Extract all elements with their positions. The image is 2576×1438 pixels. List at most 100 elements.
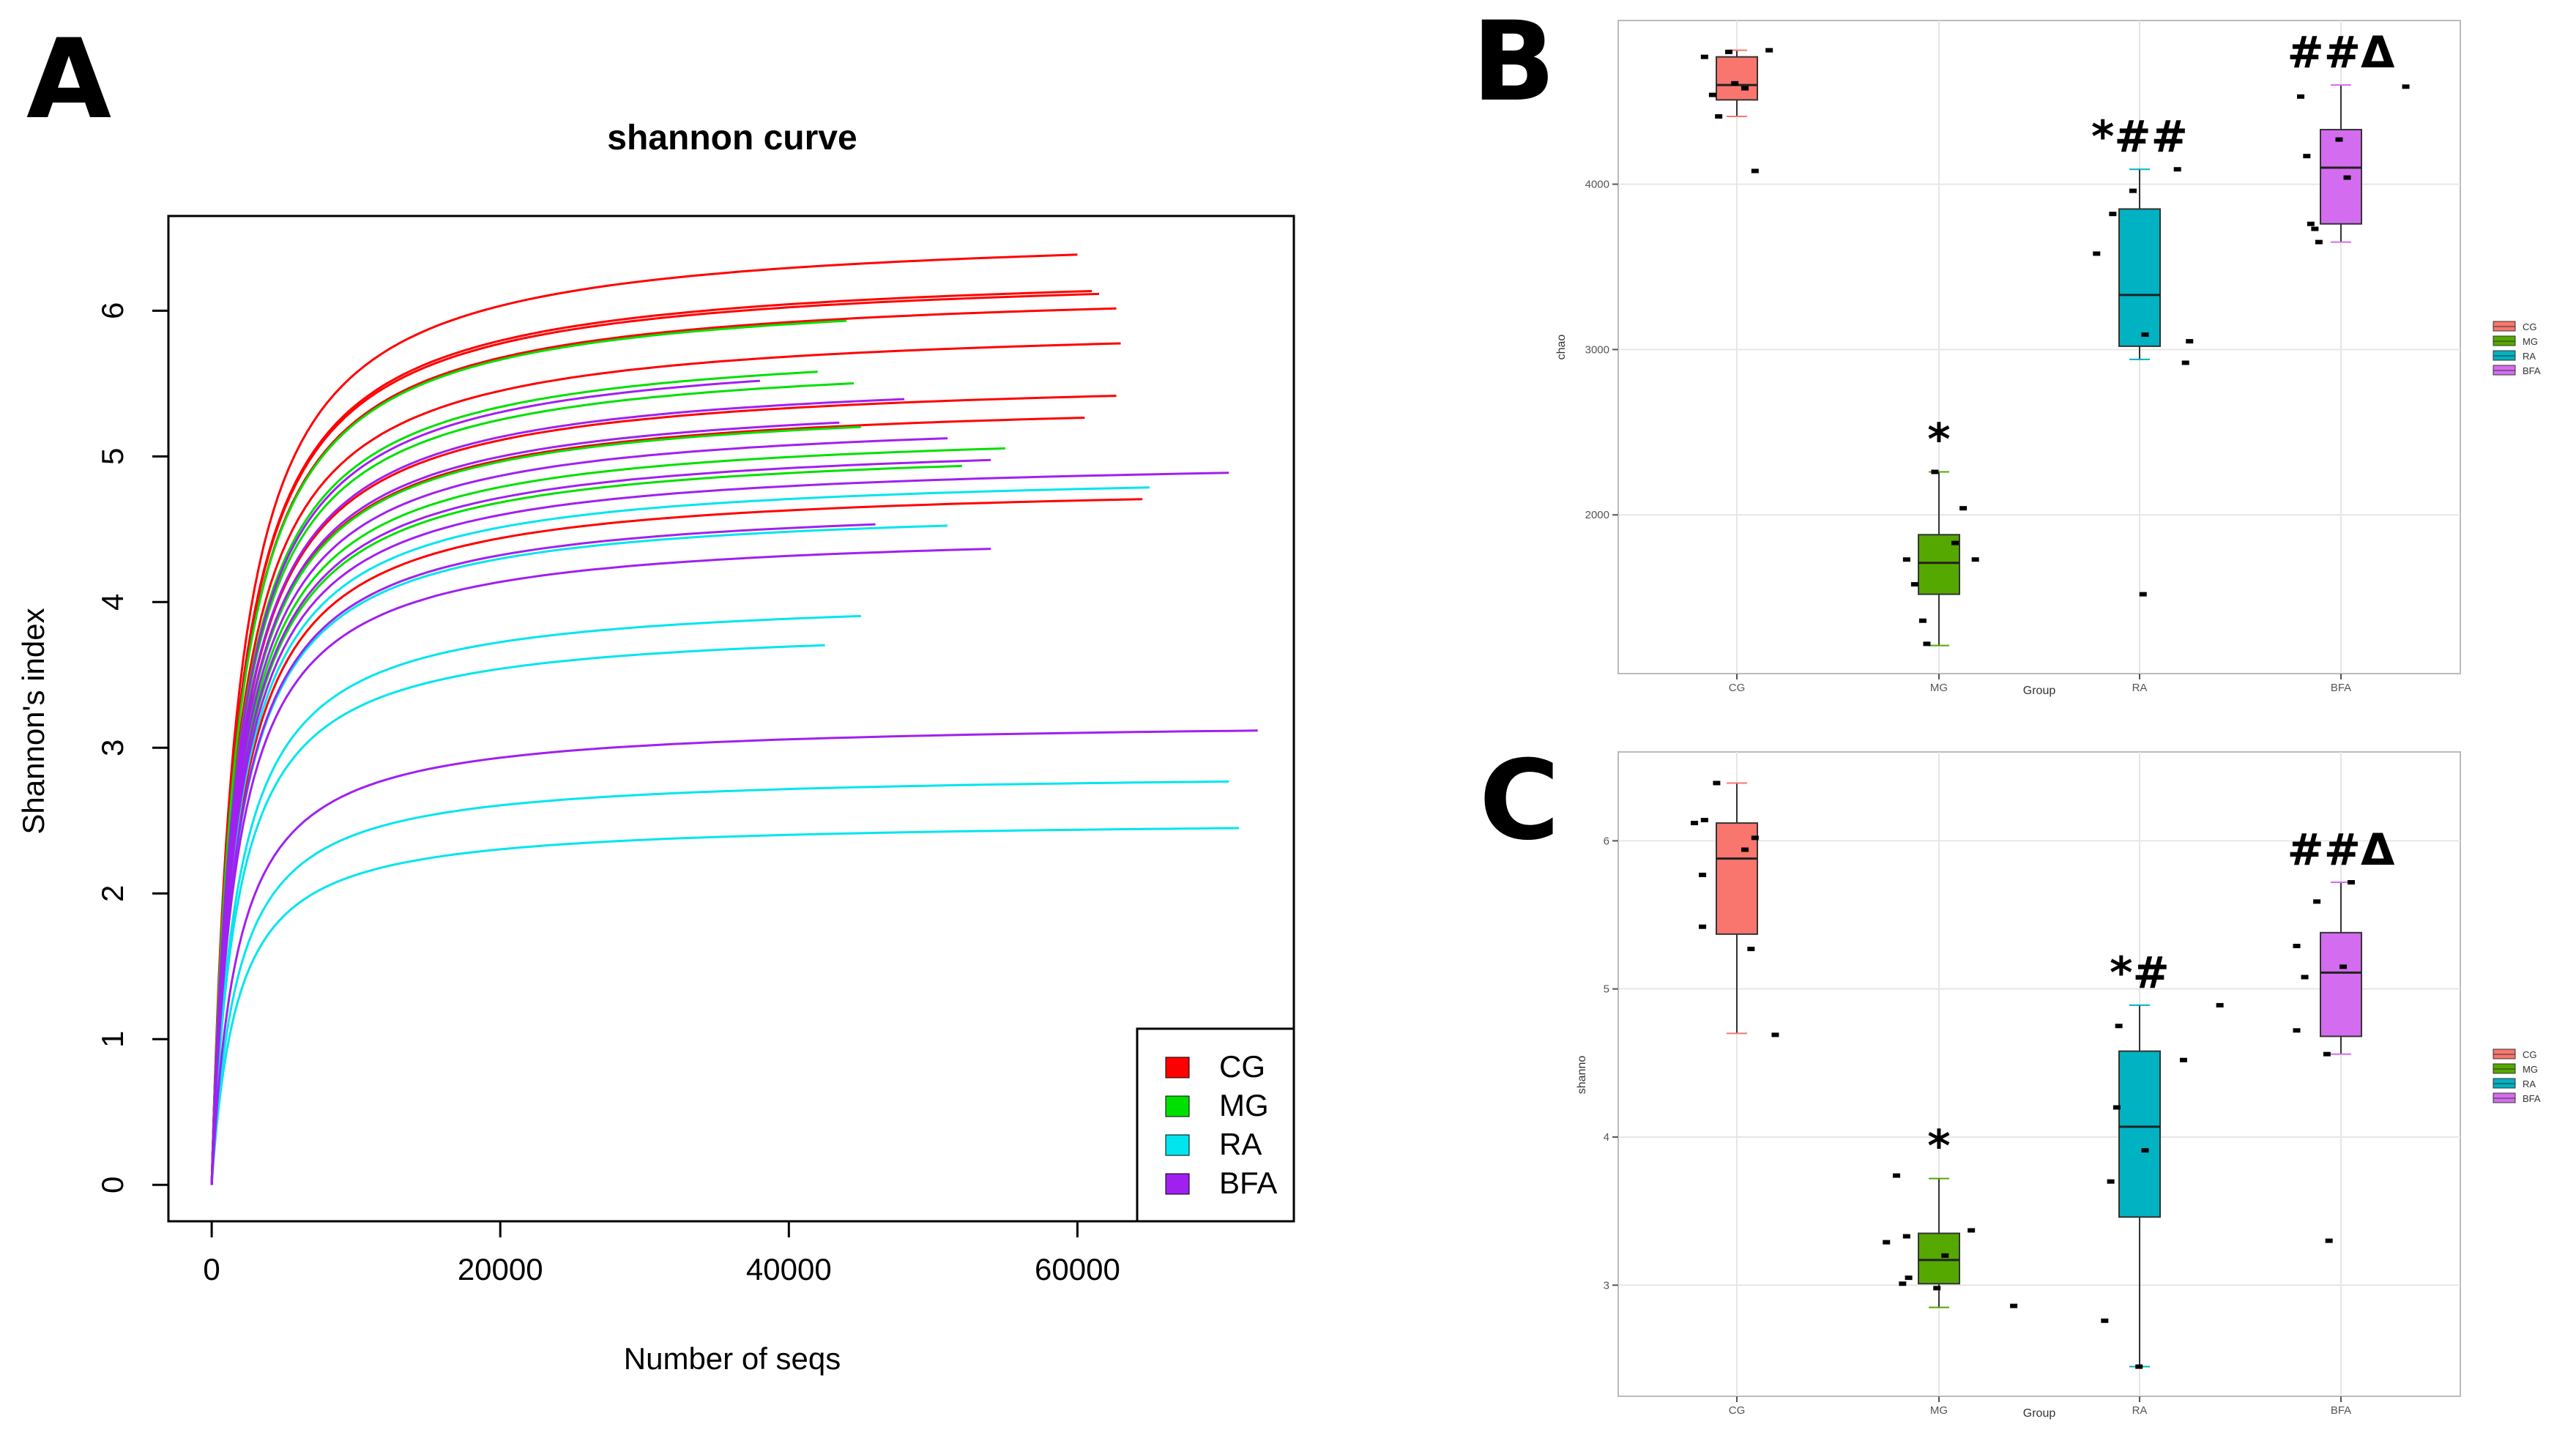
box-ra (2118, 208, 2161, 347)
data-point (2093, 251, 2101, 256)
y-tick-label: 0 (95, 1177, 130, 1193)
chart-b-points (1700, 48, 2410, 647)
chart-c-points (1691, 781, 2356, 1369)
x-tick-label: BFA (2331, 682, 2351, 694)
legend-label-bfa: BFA (2523, 365, 2541, 376)
chart-b-annotations: * *## ##Δ (1927, 27, 2395, 465)
data-point (2139, 592, 2147, 597)
significance-annotation: * (1927, 414, 1950, 465)
rarefaction-curve-bfa (210, 729, 1258, 1185)
chart-a-curves (210, 253, 1258, 1185)
chart-c-legend: CG MG RA BFA (2493, 1048, 2541, 1104)
y-tick-label: 5 (95, 448, 130, 465)
data-point (1971, 557, 1979, 562)
significance-annotation: ##Δ (2287, 824, 2396, 876)
data-point (2179, 1057, 2187, 1062)
data-point (1893, 1173, 1901, 1178)
data-point (2301, 975, 2309, 980)
data-point (1902, 1234, 1910, 1239)
data-point (2181, 360, 2189, 365)
y-tick-label: 2000 (1585, 509, 1609, 521)
legend-swatch-ra (1165, 1134, 1190, 1156)
chart-b-ticks: 2000 3000 4000 CG MG RA BFA (1585, 179, 2352, 694)
chao-boxplot: * *## ##Δ 2000 3000 4000 CG MG RA BFA Group chao… (1555, 20, 2541, 697)
data-point (2109, 212, 2117, 217)
chart-a-legend-box (1136, 1027, 1295, 1223)
chart-b-plot-frame (1618, 20, 2461, 674)
rarefaction-curve-bfa (210, 472, 1229, 1185)
legend-label-bfa: BFA (1219, 1166, 1277, 1200)
chart-a-axes: 0 20000 40000 60000 0 1 2 3 4 5 6 (95, 302, 1120, 1286)
chart-a-y-axis-label: Shannon's index (16, 608, 51, 834)
y-tick-label: 1 (95, 1031, 130, 1048)
x-tick-label: 20000 (458, 1252, 543, 1286)
data-point (2216, 1002, 2224, 1007)
data-point (2348, 880, 2356, 885)
panel-label-a: A (26, 16, 111, 144)
data-point (2311, 226, 2319, 231)
x-tick-label: BFA (2331, 1404, 2351, 1417)
y-tick-label: 5 (1604, 983, 1609, 996)
data-point (1747, 947, 1755, 952)
data-point (1741, 847, 1749, 852)
y-tick-label: 4 (1604, 1131, 1609, 1144)
data-point (1700, 818, 1708, 823)
rarefaction-curve-mg (210, 319, 847, 1185)
x-tick-label: 0 (203, 1252, 220, 1286)
data-point (1941, 1253, 1949, 1258)
shannon-curve-chart: shannon curve 0 20000 40000 60000 0 1 2 3 4 5 6 Nu… (16, 119, 1295, 1376)
rarefaction-curve-cg (210, 253, 1078, 1185)
chart-a-legend: CG MG RA BFA (1136, 1027, 1295, 1223)
data-point (1902, 557, 1910, 562)
y-tick-label: 3000 (1585, 343, 1609, 356)
chart-a-title: shannon curve (607, 119, 857, 157)
significance-annotation: * (1927, 1121, 1950, 1172)
data-point (1751, 835, 1759, 841)
x-tick-label: 40000 (746, 1252, 832, 1286)
chart-b-y-axis-label: chao (1555, 335, 1568, 360)
chart-b-legend: CG MG RA BFA (2493, 321, 2541, 376)
data-point (1959, 506, 1968, 511)
y-tick-label: 6 (95, 302, 130, 319)
data-point (2315, 239, 2323, 245)
data-point (1951, 540, 1959, 545)
legend-label-mg: MG (1219, 1088, 1269, 1122)
chart-c-y-axis-label: shanno (1576, 1056, 1588, 1095)
x-tick-label: CG (1729, 682, 1746, 694)
box-bfa (2320, 931, 2362, 1037)
data-point (2325, 1238, 2333, 1243)
data-point (1741, 86, 1749, 91)
chart-c-plot-frame (1618, 751, 2461, 1397)
data-point (1918, 618, 1927, 623)
data-point (2293, 1028, 2301, 1033)
box-bfa (2320, 129, 2362, 225)
data-point (2303, 154, 2311, 159)
data-point (2107, 1179, 2115, 1184)
data-point (1724, 49, 1732, 54)
data-point (1931, 469, 1939, 474)
data-point (2402, 84, 2410, 89)
data-point (1731, 81, 1739, 86)
y-tick-label: 4 (95, 594, 130, 611)
legend-label-bfa: BFA (2523, 1093, 2541, 1104)
data-point (1715, 113, 1723, 119)
y-tick-label: 2 (95, 885, 130, 902)
box-cg (1716, 56, 1758, 101)
rarefaction-curve-ra (210, 827, 1240, 1185)
data-point (2335, 137, 2343, 142)
data-point (1923, 641, 1931, 647)
data-point (2129, 188, 2137, 193)
rarefaction-curve-ra (210, 780, 1229, 1185)
data-point (1708, 92, 1716, 97)
x-tick-label: RA (2132, 682, 2148, 694)
data-point (2307, 221, 2315, 226)
chart-b-x-axis-label: Group (2023, 685, 2056, 697)
legend-swatch-mg (1165, 1095, 1190, 1117)
legend-swatch-bfa (1165, 1173, 1190, 1195)
data-point (2115, 1024, 2123, 1029)
legend-swatch-cg (1165, 1057, 1190, 1078)
y-tick-label: 6 (1604, 835, 1609, 847)
significance-annotation: *# (2110, 947, 2170, 999)
data-point (2101, 1318, 2109, 1323)
legend-label-ra: RA (2523, 351, 2536, 362)
